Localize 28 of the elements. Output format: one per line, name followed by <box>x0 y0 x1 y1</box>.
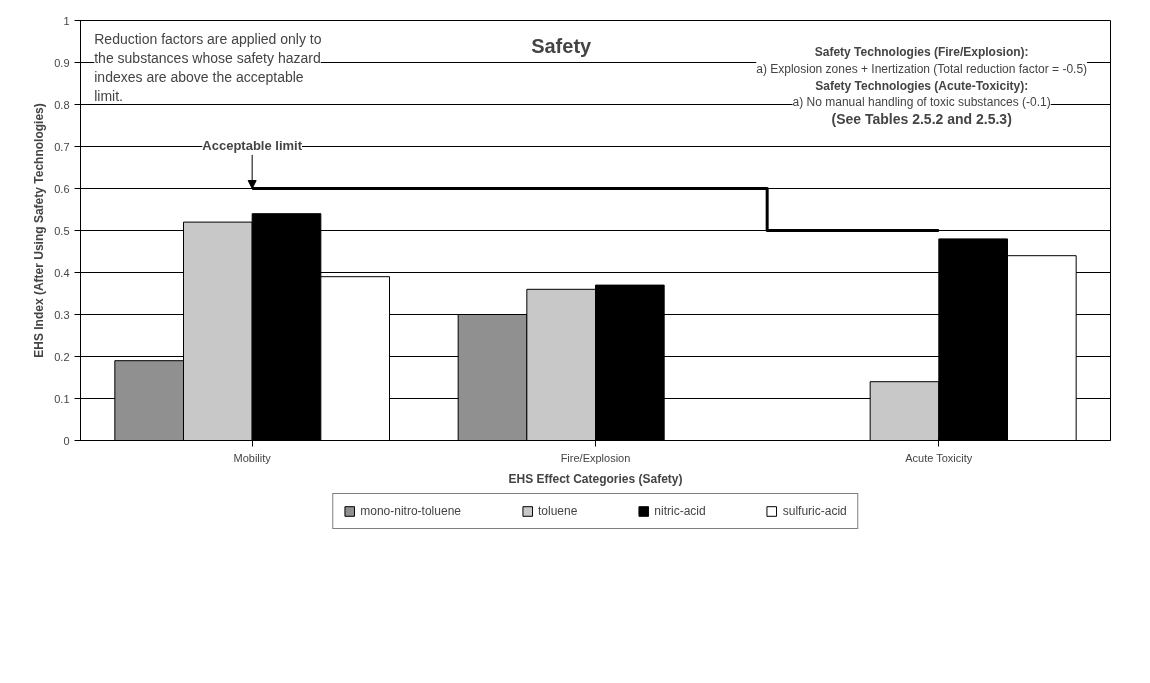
y-tick-label: 0.2 <box>54 350 70 363</box>
legend-label: toluene <box>537 504 578 518</box>
legend-label: mono-nitro-toluene <box>360 504 461 518</box>
annotation: (See Tables 2.5.2 and 2.5.3) <box>831 111 1012 128</box>
y-tick-label: 0 <box>63 434 70 447</box>
x-tick-label: Mobility <box>233 451 272 464</box>
legend-label: nitric-acid <box>654 504 706 518</box>
y-tick-label: 0.3 <box>54 308 70 321</box>
y-axis-title: EHS Index (After Using Safety Technologies) <box>32 103 47 358</box>
legend-label: sulfuric-acid <box>782 504 847 518</box>
y-tick-label: 0.8 <box>54 98 70 111</box>
y-tick-label: 0.4 <box>54 266 70 279</box>
x-axis-title: EHS Effect Categories (Safety) <box>508 471 683 486</box>
y-tick-label: 0.5 <box>54 224 70 237</box>
annotation: Reduction factors are applied only to the substances whose safety hazard indexes are above the acceptable limit. <box>94 31 322 105</box>
annotation: Safety Technologies (Acute-Toxicity): <box>815 78 1029 93</box>
x-tick-label: Acute Toxicity <box>905 451 973 464</box>
annotation: Acceptable limit <box>202 137 303 153</box>
y-tick-label: 1 <box>63 14 70 27</box>
text: Safety <box>531 34 593 57</box>
y-tick-label: 0.6 <box>54 182 70 195</box>
y-tick-label: 0.7 <box>54 140 70 153</box>
annotation: a) Explosion zones + Inertization (Total reduction factor = -0.5) <box>756 61 1088 76</box>
x-tick-label: Fire/Explosion <box>560 451 631 464</box>
y-tick-label: 0.9 <box>54 56 70 69</box>
annotation: a) No manual handling of toxic substances (-0.1) <box>792 95 1051 110</box>
y-tick-label: 0.1 <box>54 392 70 405</box>
annotation: Safety Technologies (Fire/Explosion): <box>814 45 1029 59</box>
